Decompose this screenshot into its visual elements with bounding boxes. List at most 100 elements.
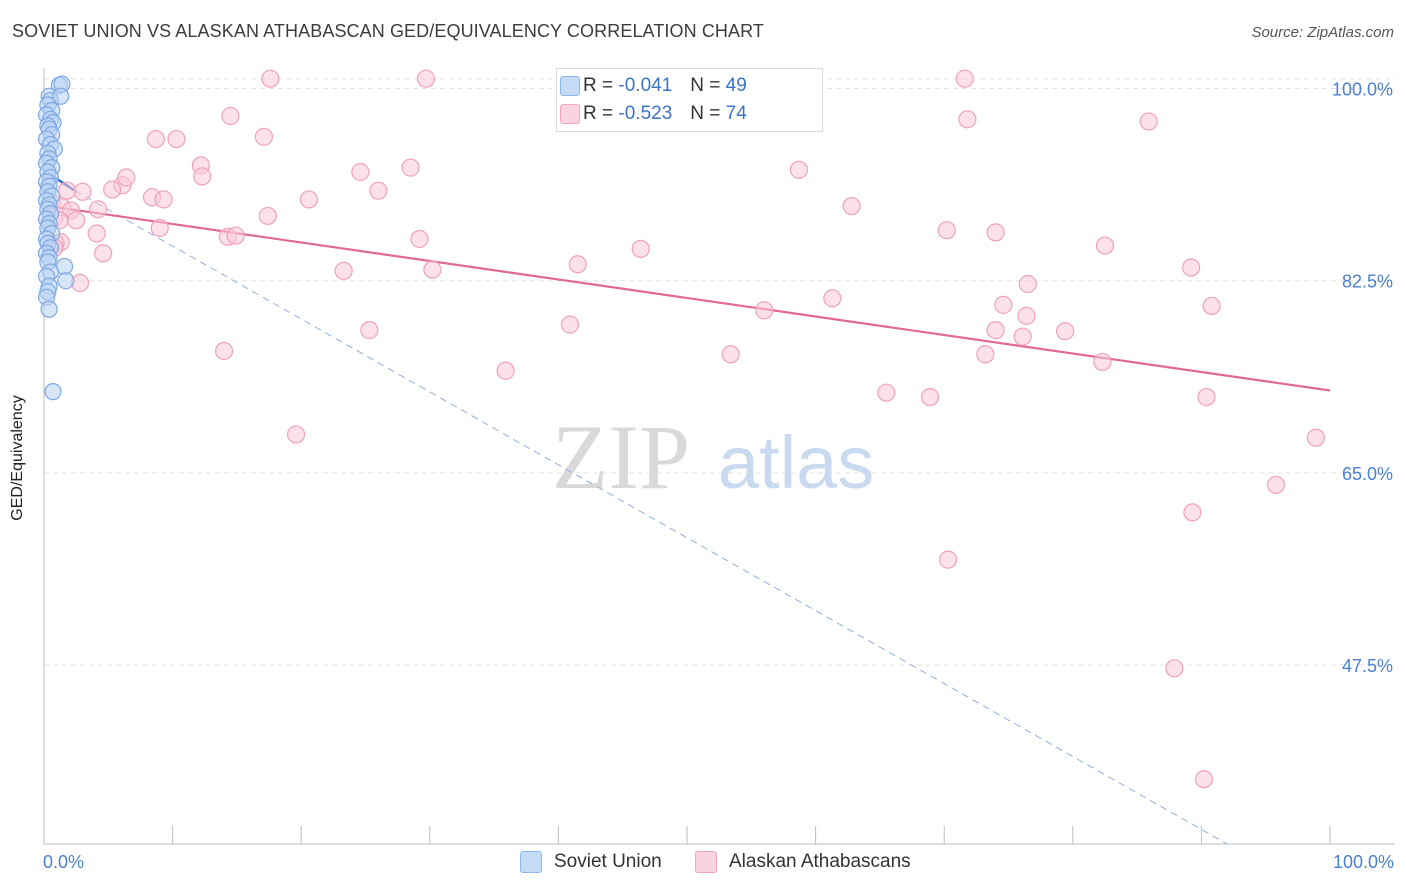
chart-title: SOVIET UNION VS ALASKAN ATHABASCAN GED/E… <box>12 21 764 41</box>
bottom-legend-alaskan-athabascans: Alaskan Athabascans <box>695 851 911 873</box>
watermark: ZIP atlas <box>552 406 874 508</box>
alaskan-athabascans-point <box>334 261 353 280</box>
y-tick-label: 82.5% <box>1342 272 1393 292</box>
y-tick-label: 47.5% <box>1342 656 1393 676</box>
alaskan-athabascans-point <box>1182 258 1201 277</box>
alaskan-athabascans-point <box>193 167 212 186</box>
alaskan-athabascans-point <box>986 223 1005 242</box>
alaskan-athabascans-point <box>423 260 442 279</box>
alaskan-athabascans-point <box>496 361 515 380</box>
y-tick-label: 100.0% <box>1332 80 1393 100</box>
alaskan-athabascans-point <box>87 224 106 243</box>
alaskan-athabascans-point <box>226 226 245 245</box>
watermark-zip: ZIP <box>552 406 690 508</box>
alaskan-athabascans-point <box>994 295 1013 314</box>
alaskan-athabascans-point <box>410 229 429 249</box>
alaskan-athabascans-point <box>920 387 940 407</box>
alaskan-athabascans-point <box>103 180 122 199</box>
alaskan-athabascans-point <box>823 289 842 308</box>
alaskan-athabascans-point <box>958 110 977 129</box>
soviet-union-point <box>40 300 58 318</box>
alaskan-athabascans-point <box>1013 327 1032 346</box>
alaskan-athabascans-point <box>721 345 740 364</box>
alaskan-athabascans-point <box>976 345 995 364</box>
correlation-legend: R = -0.041 N = 49 R = -0.523 N = 74 <box>556 68 823 132</box>
soviet-union-points <box>37 75 75 401</box>
alaskan-athabascans-point <box>1139 112 1158 131</box>
alaskan-athabascans-point <box>937 221 956 240</box>
x-axis-min-label: 0.0% <box>43 852 85 872</box>
alaskan-athabascans-point <box>1266 475 1286 495</box>
alaskan-athabascans-point <box>360 321 379 340</box>
n-value-alaskan-athabascans: 74 <box>725 103 747 124</box>
n-label: N = <box>690 75 721 96</box>
alaskan-athabascans-point <box>67 211 86 230</box>
alaskan-athabascans-swatch <box>560 104 580 124</box>
alaskan-athabascans-point <box>299 190 319 209</box>
alaskan-athabascans-point <box>1017 306 1036 325</box>
alaskan-athabascans-point <box>73 182 92 201</box>
alaskan-athabascans-point <box>261 69 280 88</box>
r-label: R = <box>583 75 614 96</box>
alaskan-athabascans-point <box>369 181 388 200</box>
chart-source: Source: ZipAtlas.com <box>1251 24 1394 41</box>
alaskan-athabascans-point <box>150 218 169 238</box>
alaskan-athabascans-point <box>789 160 808 179</box>
alaskan-athabascans-point <box>938 550 958 569</box>
alaskan-athabascans-point <box>877 383 896 402</box>
alaskan-athabascans-point <box>351 162 370 182</box>
alaskan-athabascans-point <box>755 301 774 320</box>
x-axis-max-label: 100.0% <box>1332 852 1394 872</box>
alaskan-athabascans-point <box>1194 770 1214 789</box>
alaskan-athabascans-point <box>254 127 274 146</box>
legend-row-alaskan-athabascans: R = -0.523 N = 74 <box>560 102 747 126</box>
alaskan-athabascans-point <box>631 239 650 258</box>
alaskan-athabascans-point <box>1018 274 1037 294</box>
alaskan-athabascans-point <box>221 106 240 126</box>
r-value-soviet-union: -0.041 <box>618 75 673 96</box>
alaskan-athabascans-point <box>214 341 234 361</box>
alaskan-athabascans-point <box>1306 428 1325 447</box>
y-tick-label: 65.0% <box>1342 464 1393 484</box>
n-label: N = <box>690 103 721 124</box>
soviet-union-legend-label: Soviet Union <box>554 851 662 872</box>
soviet-union-legend-swatch <box>520 851 542 873</box>
alaskan-athabascans-point <box>88 200 108 219</box>
alaskan-athabascans-point <box>1055 322 1075 341</box>
gridlines <box>44 78 1395 666</box>
alaskan-athabascans-point <box>955 69 974 88</box>
alaskan-athabascans-legend-label: Alaskan Athabascans <box>729 851 911 872</box>
trendlines <box>47 172 1331 845</box>
alaskan-athabascans-point <box>167 129 186 149</box>
alaskan-athabascans-point <box>154 190 173 209</box>
alaskan-athabascans-point <box>568 255 587 274</box>
alaskan-athabascans-point <box>146 129 165 149</box>
y-axis-label: GED/Equivalency <box>9 395 26 521</box>
alaskan-athabascans-point <box>258 206 277 226</box>
alaskan-athabascans-point <box>117 168 136 187</box>
alaskan-athabascans-point <box>1093 352 1112 372</box>
alaskan-athabascans-point <box>416 69 436 88</box>
r-label: R = <box>583 103 614 124</box>
alaskan-athabascans-point <box>58 181 77 200</box>
alaskan-athabascans-point <box>842 196 861 216</box>
r-value-alaskan-athabascans: -0.523 <box>618 103 673 124</box>
alaskan-athabascans-point <box>1197 387 1216 407</box>
soviet-union-point <box>52 87 70 105</box>
n-value-soviet-union: 49 <box>725 75 747 96</box>
soviet-union-trend-extension <box>74 190 1228 845</box>
alaskan-athabascans-point <box>1095 236 1115 255</box>
y-tick-labels: 100.0% 82.5% 65.0% 47.5% <box>1332 80 1393 676</box>
alaskan-athabascans-point <box>94 244 113 263</box>
alaskan-athabascans-point <box>1183 503 1202 522</box>
watermark-atlas: atlas <box>718 421 874 504</box>
alaskan-athabascans-trendline <box>47 204 1331 392</box>
soviet-union-swatch <box>560 76 580 96</box>
soviet-union-point <box>44 383 62 401</box>
alaskan-athabascans-point <box>286 425 306 444</box>
legend-row-soviet-union: R = -0.041 N = 49 <box>560 74 747 98</box>
alaskan-athabascans-point <box>986 321 1005 340</box>
alaskan-athabascans-point <box>1165 659 1184 678</box>
alaskan-athabascans-point <box>401 158 420 177</box>
